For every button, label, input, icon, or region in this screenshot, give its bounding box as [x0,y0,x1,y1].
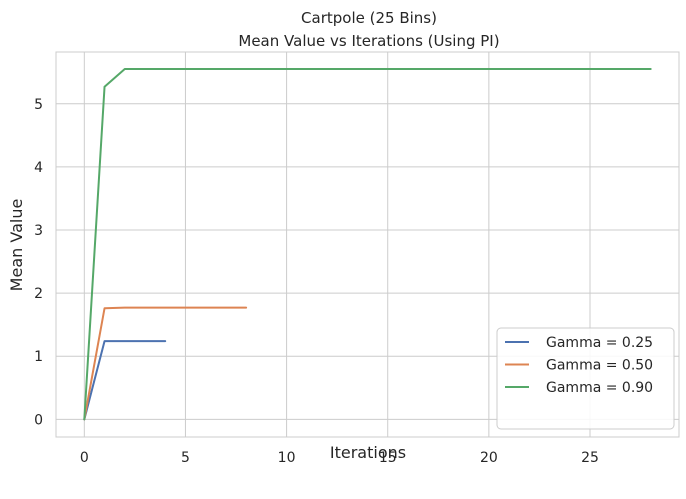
y-tick-label: 3 [34,223,43,239]
x-tick-label: 15 [379,450,397,466]
y-tick-label: 4 [34,160,43,176]
chart-title-line-2: Mean Value vs Iterations (Using PI) [238,32,499,50]
y-tick-label: 0 [34,412,43,428]
x-tick-label: 0 [80,450,89,466]
series-lines [83,68,652,421]
x-tick-label: 20 [480,450,498,466]
y-tick-label: 5 [34,97,43,113]
legend-label: Gamma = 0.90 [546,380,653,396]
legend-label: Gamma = 0.25 [546,335,653,351]
x-tick-label: 25 [581,450,599,466]
y-axis-label: Mean Value [7,199,26,292]
series-line [83,68,652,421]
legend: Gamma = 0.25 Gamma = 0.50 Gamma = 0.90 [496,327,675,430]
legend-label: Gamma = 0.50 [546,358,653,374]
x-tick-label: 5 [181,450,190,466]
tick-labels: 0 5 10 15 20 25 0 1 2 3 4 5 [34,97,599,466]
series-line [83,306,248,421]
x-axis-label: Iterations [330,443,406,462]
series-line [83,340,167,421]
legend-items: Gamma = 0.25 Gamma = 0.50 Gamma = 0.90 [505,335,653,396]
y-tick-label: 2 [34,286,43,302]
plot-frame [55,51,680,438]
legend-box [496,327,675,430]
chart-title-line-1: Cartpole (25 Bins) [301,9,437,27]
y-tick-label: 1 [34,349,43,365]
x-tick-label: 10 [278,450,296,466]
